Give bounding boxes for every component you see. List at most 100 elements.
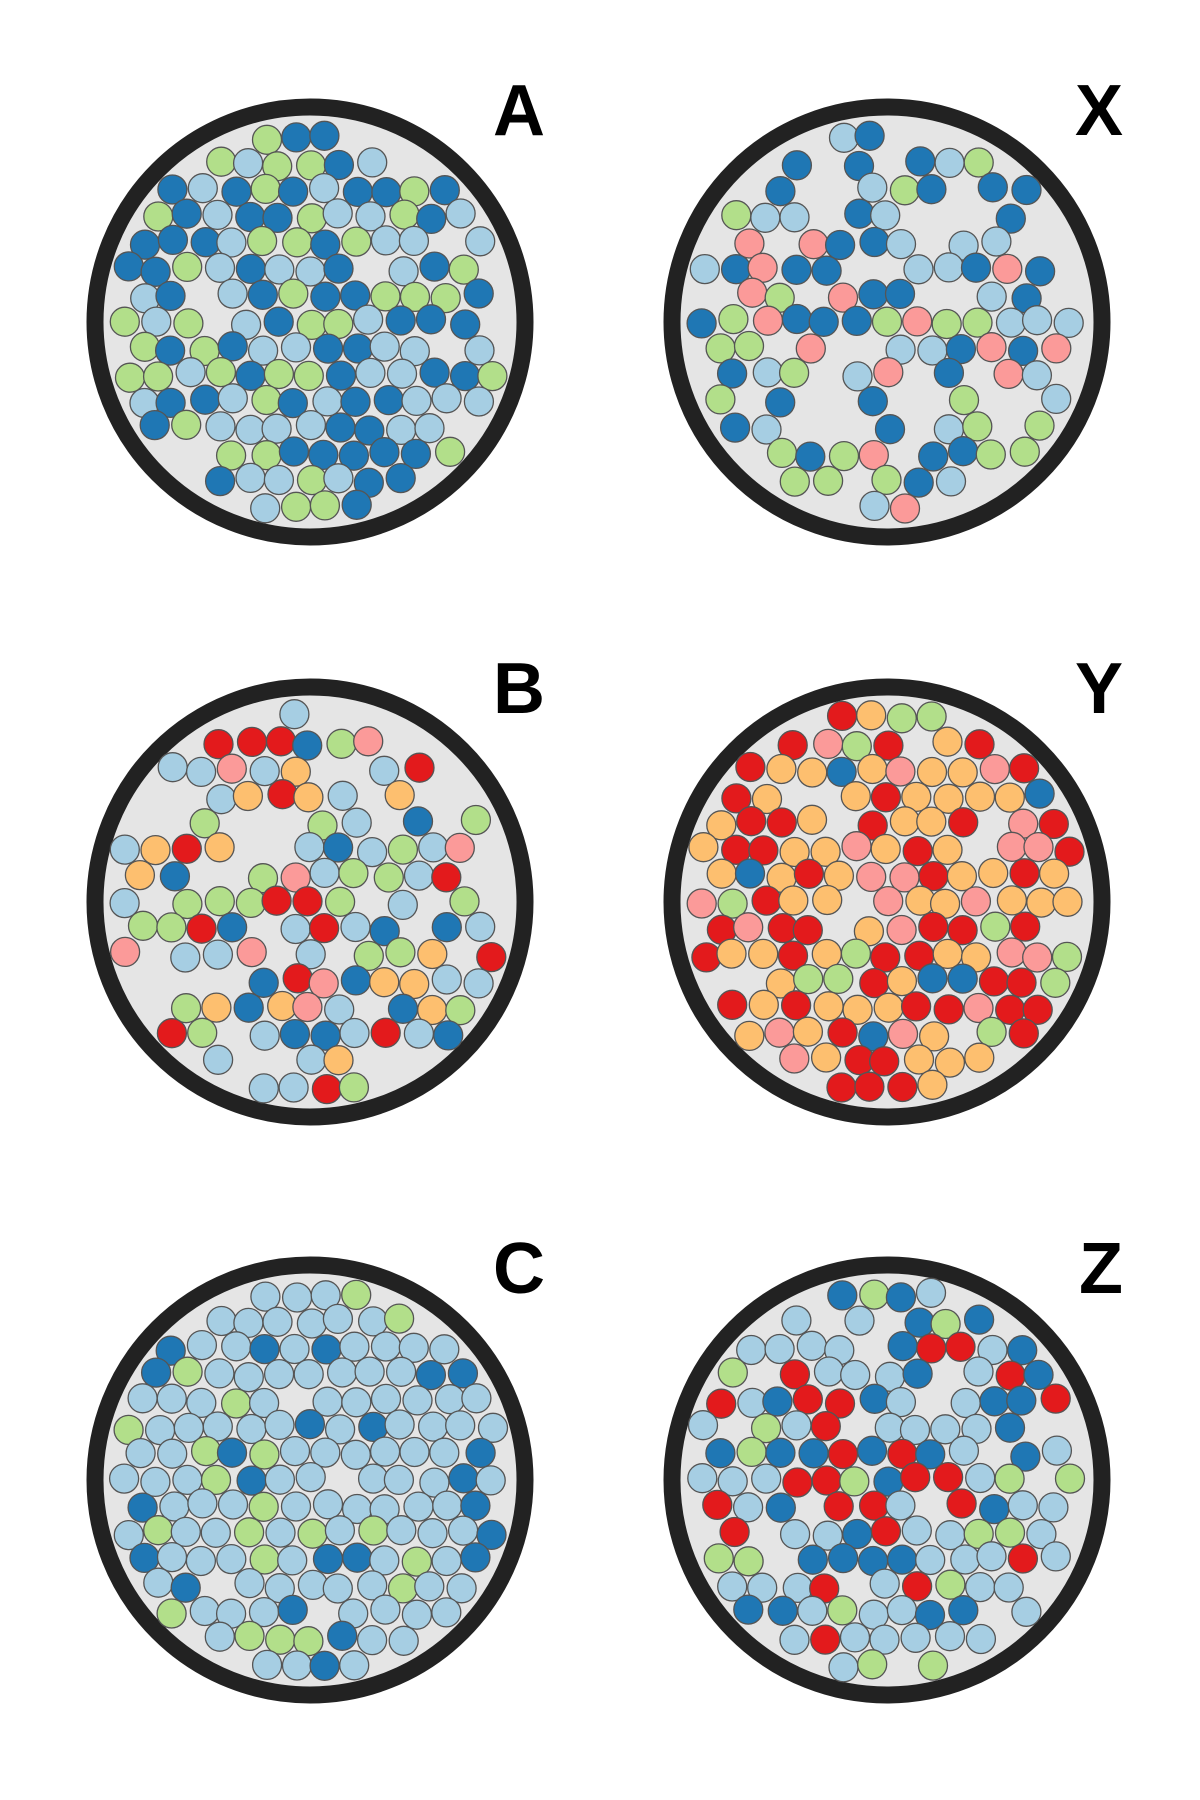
cell-pink (236, 936, 267, 968)
cell-light-green (338, 857, 369, 889)
cell-pink (686, 888, 717, 919)
cell-light-blue (340, 911, 371, 943)
cell-red (777, 940, 809, 971)
cell-dark-blue (159, 861, 191, 892)
cell-light-blue (398, 1332, 429, 1363)
cell-dark-blue (400, 438, 432, 470)
cell-orange (124, 859, 156, 891)
cell-light-blue (324, 1515, 356, 1546)
cell-orange (204, 832, 235, 863)
cell-red (282, 963, 313, 994)
cell-pink (873, 357, 904, 388)
cell-orange (870, 833, 901, 865)
cell-dark-blue (155, 280, 186, 312)
cell-dark-blue (795, 441, 826, 472)
cell-light-blue (264, 1409, 295, 1441)
cell-light-blue (206, 784, 237, 815)
cell-light-blue (232, 148, 264, 179)
cell-light-green (721, 200, 752, 231)
cell-pink (992, 253, 1023, 285)
cell-light-green (373, 862, 404, 893)
cell-light-blue (370, 225, 402, 256)
cell-red (736, 806, 767, 837)
cell-light-green (980, 911, 1011, 942)
cell-light-blue (295, 409, 327, 441)
cell-orange (886, 965, 918, 997)
cell-dark-blue (416, 203, 447, 235)
cell-light-blue (840, 1359, 871, 1391)
cell-light-blue (1053, 307, 1084, 339)
cell-red (826, 700, 858, 732)
cell-dark-blue (762, 1386, 793, 1417)
cell-red (370, 1017, 401, 1048)
cell-light-blue (369, 1436, 401, 1467)
panel-c: C (86, 1229, 545, 1704)
cell-light-blue (859, 490, 890, 522)
panel-b: B (86, 649, 545, 1126)
panel-a: A (86, 71, 545, 546)
cell-light-blue (354, 1356, 385, 1387)
cell-light-blue (781, 1305, 812, 1336)
cell-dark-blue (905, 146, 936, 177)
cell-light-green (251, 384, 282, 416)
cell-dark-blue (1010, 1441, 1041, 1472)
cell-light-green (156, 912, 187, 943)
cell-light-blue (341, 807, 372, 838)
cell-light-blue (779, 1624, 810, 1655)
cell-light-blue (431, 383, 462, 414)
cell-pink (841, 831, 872, 862)
cell-red (869, 1046, 900, 1077)
cell-light-green (703, 1543, 734, 1574)
cell-orange (792, 1016, 824, 1047)
cell-light-blue (747, 1572, 778, 1603)
cell-light-blue (309, 857, 340, 889)
cell-light-blue (934, 147, 965, 179)
cell-light-blue (185, 1545, 217, 1577)
cell-light-blue (431, 964, 462, 995)
cell-light-blue (250, 1281, 281, 1312)
cell-light-blue (431, 1545, 462, 1577)
cell-red (811, 1465, 842, 1496)
cell-light-green (220, 1388, 252, 1419)
cell-light-green (353, 940, 384, 972)
cell-orange (201, 992, 232, 1023)
cell-light-blue (295, 939, 326, 970)
cell-light-blue (216, 1543, 247, 1575)
cell-light-blue (109, 834, 140, 865)
cell-orange (779, 836, 810, 868)
cell-dark-blue (902, 1358, 933, 1389)
cell-light-blue (779, 1519, 811, 1550)
cell-light-blue (857, 172, 888, 203)
cell-light-blue (414, 1571, 445, 1602)
cell-light-blue (933, 252, 964, 283)
cell-pink (353, 726, 384, 757)
cell-orange (280, 756, 311, 787)
cell-light-blue (265, 1517, 296, 1548)
cell-light-blue (796, 1330, 827, 1361)
cell-light-blue (205, 411, 236, 442)
cell-light-blue (886, 1594, 918, 1626)
cell-red (1040, 1383, 1071, 1414)
cell-light-green (190, 1435, 222, 1467)
cell-red (887, 1071, 918, 1103)
cell-orange (293, 782, 324, 813)
cell-light-green (204, 886, 235, 917)
cell-light-blue (322, 1303, 354, 1335)
cell-pink (779, 1043, 810, 1074)
cell-dark-blue (885, 1282, 917, 1313)
cell-red (751, 885, 782, 916)
cell-group (687, 1277, 1086, 1683)
cell-light-blue (141, 306, 172, 337)
cell-dark-blue (233, 992, 264, 1023)
cell-light-green (717, 1357, 748, 1388)
cell-orange (812, 884, 843, 916)
cell-light-blue (398, 225, 430, 257)
cell-dark-blue (1024, 778, 1055, 809)
cell-light-blue (322, 1573, 353, 1604)
cell-dark-blue (342, 1542, 373, 1573)
cell-dark-blue (716, 358, 748, 389)
cell-light-blue (369, 755, 400, 786)
cell-orange (996, 885, 1028, 916)
cell-red (156, 1018, 188, 1049)
cell-light-green (172, 251, 203, 283)
